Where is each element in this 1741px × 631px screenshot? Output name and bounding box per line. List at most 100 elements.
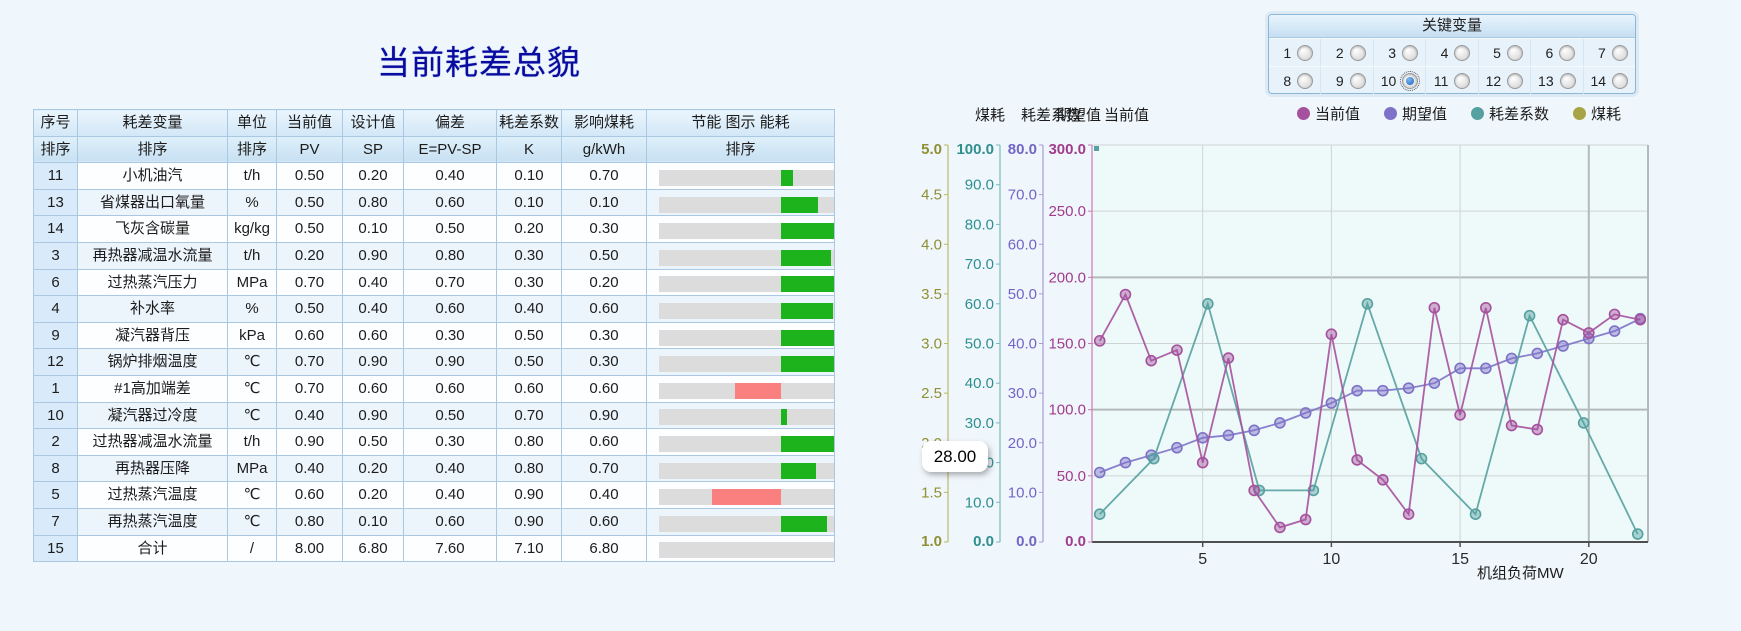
data-point[interactable] <box>1480 362 1492 375</box>
data-point[interactable] <box>1196 431 1209 444</box>
data-point[interactable] <box>1402 382 1415 394</box>
data-point[interactable] <box>1093 508 1106 521</box>
bar-track <box>659 409 834 426</box>
key-variable-radio-2[interactable] <box>1349 44 1366 61</box>
data-point[interactable] <box>1454 362 1466 375</box>
x-tick-label: 5 <box>1198 551 1207 568</box>
data-point[interactable] <box>1196 456 1209 469</box>
data-point[interactable] <box>1202 297 1214 310</box>
e-cell: 0.50 <box>403 215 497 243</box>
key-variable-radio-13[interactable] <box>1559 72 1576 89</box>
data-point[interactable] <box>1634 313 1647 326</box>
data-point[interactable] <box>1608 308 1621 321</box>
data-point[interactable] <box>1222 352 1235 364</box>
data-point[interactable] <box>1222 429 1235 442</box>
k-cell: 0.20 <box>496 215 562 243</box>
bar-cell <box>646 162 835 190</box>
unit-cell: ℃ <box>227 481 277 509</box>
data-point[interactable] <box>1505 352 1518 365</box>
data-point[interactable] <box>1145 354 1158 367</box>
data-point[interactable] <box>1274 417 1286 429</box>
data-point[interactable] <box>1093 335 1106 347</box>
data-point[interactable] <box>1402 508 1415 521</box>
data-point[interactable] <box>1351 384 1363 397</box>
key-variable-number: 4 <box>1440 44 1449 61</box>
key-variable-radio-12[interactable] <box>1507 72 1524 89</box>
seq-cell: 5 <box>33 481 78 509</box>
y-tick-label: 3.0 <box>921 336 942 353</box>
key-variable-radio-9[interactable] <box>1349 72 1366 89</box>
header-cell: SP <box>342 135 404 164</box>
data-point[interactable] <box>1531 347 1544 360</box>
data-point[interactable] <box>1248 484 1260 497</box>
data-point[interactable] <box>1377 384 1389 397</box>
data-point[interactable] <box>1428 301 1441 314</box>
bar-track <box>659 515 834 532</box>
data-point[interactable] <box>1171 344 1183 356</box>
data-point[interactable] <box>1351 454 1363 466</box>
key-variable-radio-8[interactable] <box>1297 72 1314 89</box>
data-point[interactable] <box>1523 309 1536 322</box>
sp-cell: 0.50 <box>342 428 404 456</box>
data-point[interactable] <box>1171 441 1183 454</box>
key-variable-radio-6[interactable] <box>1559 44 1576 61</box>
data-point[interactable] <box>1119 456 1132 469</box>
key-variable-radio-3[interactable] <box>1402 44 1419 61</box>
bar-cell <box>646 428 835 456</box>
data-point[interactable] <box>1299 513 1312 526</box>
data-point[interactable] <box>1428 377 1441 390</box>
legend-label: 期望值 <box>1402 106 1448 123</box>
data-point[interactable] <box>1505 419 1518 432</box>
stray-marker <box>1094 146 1099 151</box>
k-cell: 0.80 <box>496 454 562 483</box>
data-point[interactable] <box>1377 474 1389 486</box>
key-variable-radio-14[interactable] <box>1612 72 1629 89</box>
seq-cell: 12 <box>33 348 78 376</box>
y-axis-title: 耗差系数 <box>1021 107 1082 124</box>
data-point[interactable] <box>1608 325 1621 337</box>
header-cell: g/kWh <box>561 135 647 164</box>
trend-chart: 51015201.01.52.02.53.03.54.04.55.00.010.… <box>921 141 1649 568</box>
name-cell: 再热蒸汽温度 <box>77 507 228 536</box>
seq-cell: 8 <box>33 454 78 483</box>
table-row: 12 锅炉排烟温度 ℃ 0.70 0.90 0.90 0.50 0.30 <box>33 348 835 376</box>
data-point[interactable] <box>1469 508 1482 521</box>
data-point[interactable] <box>1531 423 1544 436</box>
data-point[interactable] <box>1274 521 1286 534</box>
data-point[interactable] <box>1325 397 1338 409</box>
data-point[interactable] <box>1361 297 1374 310</box>
bar-cell <box>646 481 835 509</box>
coal-cell: 0.60 <box>561 507 647 536</box>
data-point[interactable] <box>1248 424 1260 437</box>
data-point[interactable] <box>1119 288 1132 301</box>
data-point[interactable] <box>1577 417 1590 429</box>
key-variable-radio-10[interactable] <box>1400 70 1421 91</box>
data-point[interactable] <box>1325 328 1338 341</box>
data-point[interactable] <box>1631 528 1644 540</box>
key-variable-cell: 10 <box>1374 67 1427 94</box>
y-tick-label: 100.0 <box>1048 402 1086 419</box>
key-variable-radio-1[interactable] <box>1297 44 1314 61</box>
data-point[interactable] <box>1582 327 1595 339</box>
data-point[interactable] <box>1557 340 1569 352</box>
y-tick-label: 4.5 <box>921 187 942 204</box>
name-cell: 省煤器出口氧量 <box>77 188 228 217</box>
key-variable-number: 11 <box>1433 72 1449 89</box>
y-tick-label: 50.0 <box>1057 468 1086 485</box>
data-point[interactable] <box>1480 301 1492 314</box>
data-point[interactable] <box>1415 452 1428 465</box>
key-variable-radio-11[interactable] <box>1454 72 1471 89</box>
data-point[interactable] <box>1557 313 1569 326</box>
legend-dot-icon <box>1471 107 1485 120</box>
sp-cell: 0.20 <box>342 162 404 190</box>
key-variable-radio-4[interactable] <box>1454 44 1471 61</box>
data-point[interactable] <box>1299 407 1312 419</box>
key-variable-radio-7[interactable] <box>1611 44 1628 61</box>
bar-track <box>659 223 834 240</box>
sp-cell: 0.40 <box>342 295 404 323</box>
data-point[interactable] <box>1454 409 1466 421</box>
coal-cell: 6.80 <box>561 534 647 563</box>
key-variable-radio-5[interactable] <box>1506 44 1523 61</box>
data-point[interactable] <box>1147 452 1160 465</box>
data-point[interactable] <box>1093 466 1106 479</box>
